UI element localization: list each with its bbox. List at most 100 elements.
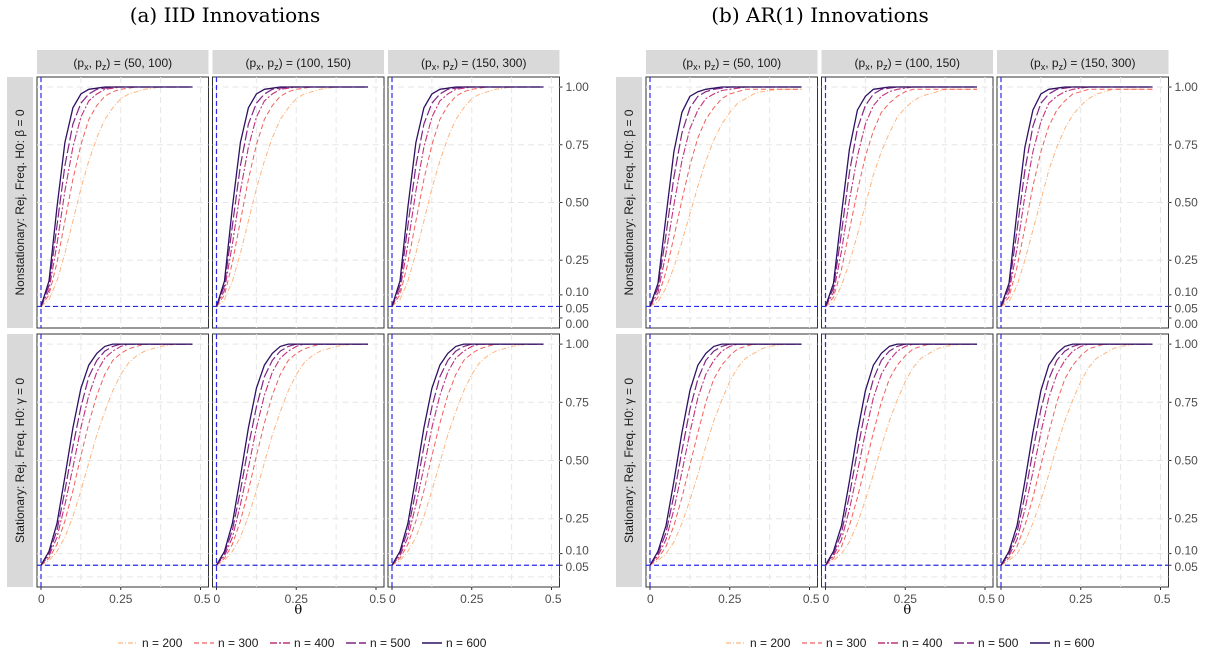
legend-label: n = 500 [978,636,1019,650]
panel [821,76,994,329]
y-tick-label: 0.25 [566,512,590,526]
series-line-n-600 [215,343,368,566]
x-tick-label: 0 [214,592,221,606]
column-strip-label: (px, pz) = (150, 300) [1030,56,1135,72]
series-line-n-400 [649,343,802,566]
column-strip-label: (px, pz) = (50, 100) [682,56,781,72]
facet-figure-1: (b) AR(1) Innovations (px, pz) = (50, 100… [616,3,1198,650]
chart-title: (b) AR(1) Innovations [711,3,929,27]
series-line-n-300 [40,86,193,307]
row-strip-label: Nonstationary: Rej. Freq. H0: β = 0 [13,109,27,295]
legend-label: n = 600 [1054,636,1095,650]
panel: 0 0.25 0.5 [212,333,386,606]
series-line-n-600 [824,343,977,566]
column-strip-label: (px, pz) = (100, 150) [246,56,351,72]
column-strip [997,50,1169,74]
series-line-n-600 [649,343,802,566]
x-axis-title: θ [903,603,911,618]
series-line-n-200 [216,343,368,566]
column-strip [821,50,993,74]
x-tick-label: 0 [823,592,830,606]
y-tick-label: 0.25 [566,253,590,267]
x-tick-label: 0.5 [545,592,562,606]
panel [212,76,385,329]
x-tick-label: 0 [998,592,1005,606]
series-line-n-300 [216,86,368,307]
series-line-n-600 [391,343,544,566]
series-line-n-200 [1000,343,1153,566]
series-line-n-300 [825,343,977,566]
y-tick-label: 0.50 [1175,454,1199,468]
row-strip [616,334,642,587]
series-line-n-500 [649,86,802,307]
panel: 0 0.25 0.5 1.00 0.75 0.50 0.25 0.10 0.05 [387,333,590,606]
x-tick-label: 0.5 [194,592,211,606]
y-tick-label: 0.05 [1175,560,1199,574]
y-tick-label: 0.75 [1175,395,1199,409]
panel [36,76,209,329]
series-line-n-300 [1000,88,1153,307]
x-tick-label: 0 [389,592,396,606]
legend-label: n = 600 [446,636,487,650]
row-strip [7,77,33,328]
legend: n = 200 n = 300 n = 400 n = 500 n = 600 [726,636,1095,650]
x-tick-label: 0.25 [718,592,742,606]
y-tick-label: 1.00 [1175,80,1199,94]
facet-figure-0: (a) IID Innovations (px, pz) = (50, 100) (… [7,3,589,650]
series-line-n-600 [1000,86,1153,307]
y-tick-label: 0.05 [566,301,590,315]
column-strip [388,50,560,74]
legend-label: n = 400 [902,636,943,650]
series-line-n-200 [825,88,977,307]
series-line-n-300 [391,343,544,566]
x-tick-label: 0 [647,592,654,606]
x-tick-label: 0.25 [285,592,309,606]
panel: 1.00 0.75 0.50 0.25 0.10 0.05 0.00 [387,76,590,331]
series-line-n-600 [824,86,977,307]
legend-label: n = 300 [826,636,867,650]
column-strip [212,50,384,74]
y-tick-label: 0.50 [566,454,590,468]
y-tick-label: 0.05 [566,560,590,574]
legend-label: n = 400 [294,636,335,650]
y-tick-label: 1.00 [566,337,590,351]
panel: 0 0.25 0.5 [821,333,995,606]
y-tick-label: 0.25 [1175,253,1199,267]
y-tick-label: 0.50 [1175,196,1199,210]
series-line-n-300 [1000,343,1153,566]
column-strip [37,50,209,74]
y-tick-label: 0.00 [566,317,590,331]
y-tick-label: 0.10 [1175,544,1199,558]
x-tick-label: 0.5 [978,592,995,606]
series-line-n-200 [649,88,802,307]
series-line-n-600 [215,86,368,307]
row-strip-label: Nonstationary: Rej. Freq. H0: β = 0 [622,109,636,295]
series-line-n-600 [1000,343,1153,566]
column-strip-label: (px, pz) = (100, 150) [855,56,960,72]
y-tick-label: 1.00 [1175,337,1199,351]
series-line-n-300 [825,88,977,307]
panel: 0 0.25 0.5 1.00 0.75 0.50 0.25 0.10 0.05 [996,333,1199,606]
x-tick-label: 0.25 [460,592,484,606]
legend-label: n = 300 [218,636,259,650]
row-strip-label: Stationary: Rej. Freq. H0: γ = 0 [13,378,27,543]
series-line-n-600 [40,86,193,307]
x-tick-label: 0 [38,592,45,606]
series-line-n-200 [825,343,977,566]
series-line-n-300 [391,86,544,307]
y-tick-label: 0.10 [566,544,590,558]
y-tick-label: 1.00 [566,80,590,94]
series-line-n-300 [649,88,802,307]
panel: 0 0.25 0.5 [36,333,211,606]
x-tick-label: 0.5 [369,592,386,606]
y-tick-label: 0.00 [1175,317,1199,331]
x-tick-label: 0.25 [109,592,133,606]
y-tick-label: 0.50 [566,196,590,210]
legend-label: n = 500 [370,636,411,650]
panel: 0 0.25 0.5 [645,333,820,606]
row-strip-label: Stationary: Rej. Freq. H0: γ = 0 [622,378,636,543]
y-tick-label: 0.05 [1175,301,1199,315]
y-tick-label: 0.10 [1175,285,1199,299]
series-line-n-300 [216,343,368,566]
